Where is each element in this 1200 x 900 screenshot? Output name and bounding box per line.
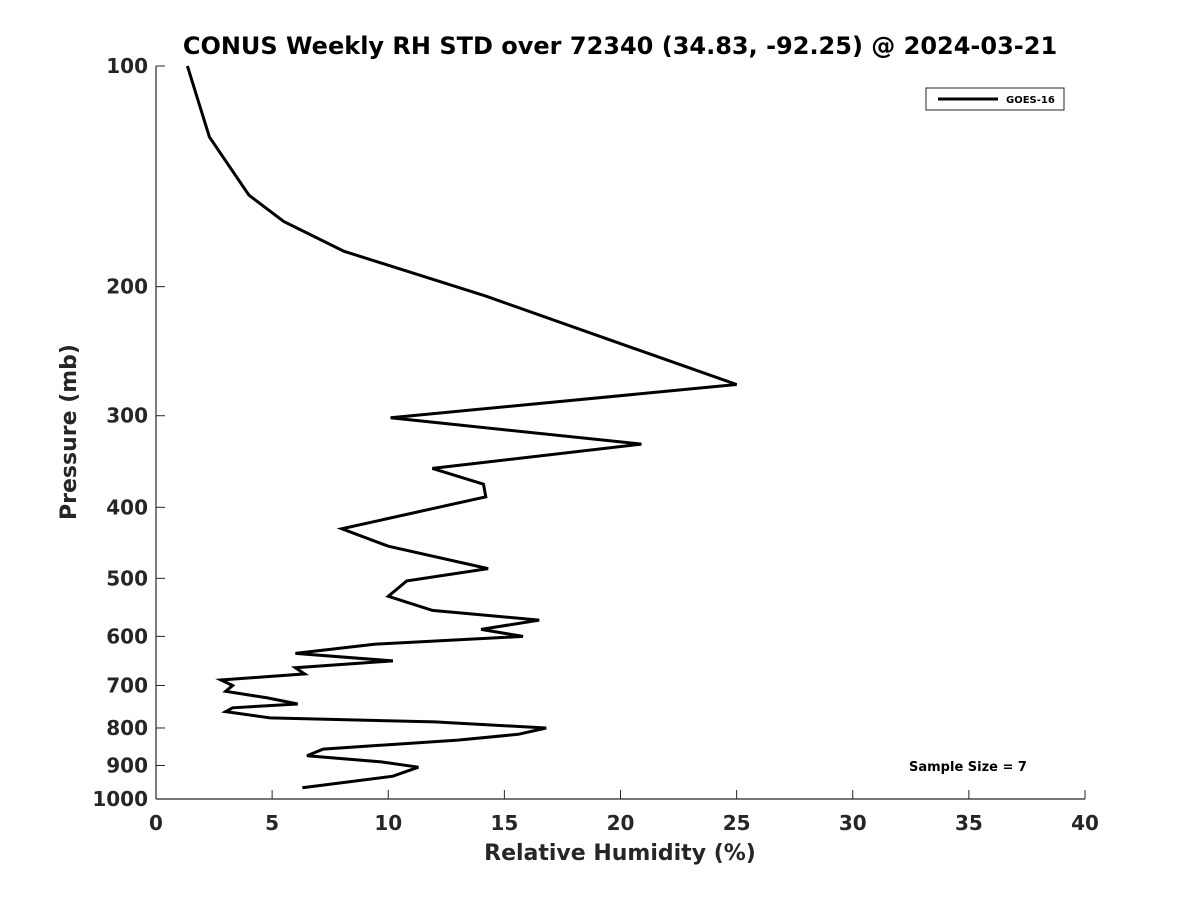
x-tick-label: 0 bbox=[149, 811, 163, 835]
series-layer bbox=[185, 65, 738, 790]
y-tick-label: 100 bbox=[106, 54, 148, 78]
y-tick-label: 400 bbox=[106, 495, 148, 519]
x-tick-label: 30 bbox=[839, 811, 867, 835]
legend-label: GOES-16 bbox=[1006, 95, 1055, 106]
y-ticks: 100 200 300 400 500 600 700 800 900 1000 bbox=[92, 54, 165, 811]
x-tick-label: 20 bbox=[607, 811, 635, 835]
y-tick-label: 200 bbox=[106, 275, 148, 299]
sample-size-annotation: Sample Size = 7 bbox=[909, 760, 1027, 775]
y-tick-label: 700 bbox=[106, 673, 148, 697]
x-tick-label: 5 bbox=[265, 811, 279, 835]
y-tick-label: 500 bbox=[106, 566, 148, 590]
x-tick-label: 25 bbox=[723, 811, 751, 835]
series-line-goes-16 bbox=[185, 65, 738, 790]
x-ticks: 0 5 10 15 20 25 30 35 40 bbox=[149, 790, 1099, 835]
x-tick-label: 15 bbox=[490, 811, 518, 835]
y-tick-label: 800 bbox=[106, 716, 148, 740]
x-tick-label: 35 bbox=[955, 811, 983, 835]
legend: GOES-16 bbox=[925, 87, 1065, 111]
axes bbox=[155, 66, 1085, 800]
chart-title: CONUS Weekly RH STD over 72340 (34.83, -… bbox=[183, 32, 1057, 60]
x-axis-label: Relative Humidity (%) bbox=[484, 841, 756, 866]
x-tick-label: 40 bbox=[1071, 811, 1099, 835]
y-axis-label: Pressure (mb) bbox=[57, 344, 82, 520]
y-tick-label: 900 bbox=[106, 753, 148, 777]
y-tick-label: 300 bbox=[106, 404, 148, 428]
x-tick-label: 10 bbox=[374, 811, 402, 835]
y-tick-label: 1000 bbox=[92, 787, 148, 811]
y-tick-label: 600 bbox=[106, 624, 148, 648]
